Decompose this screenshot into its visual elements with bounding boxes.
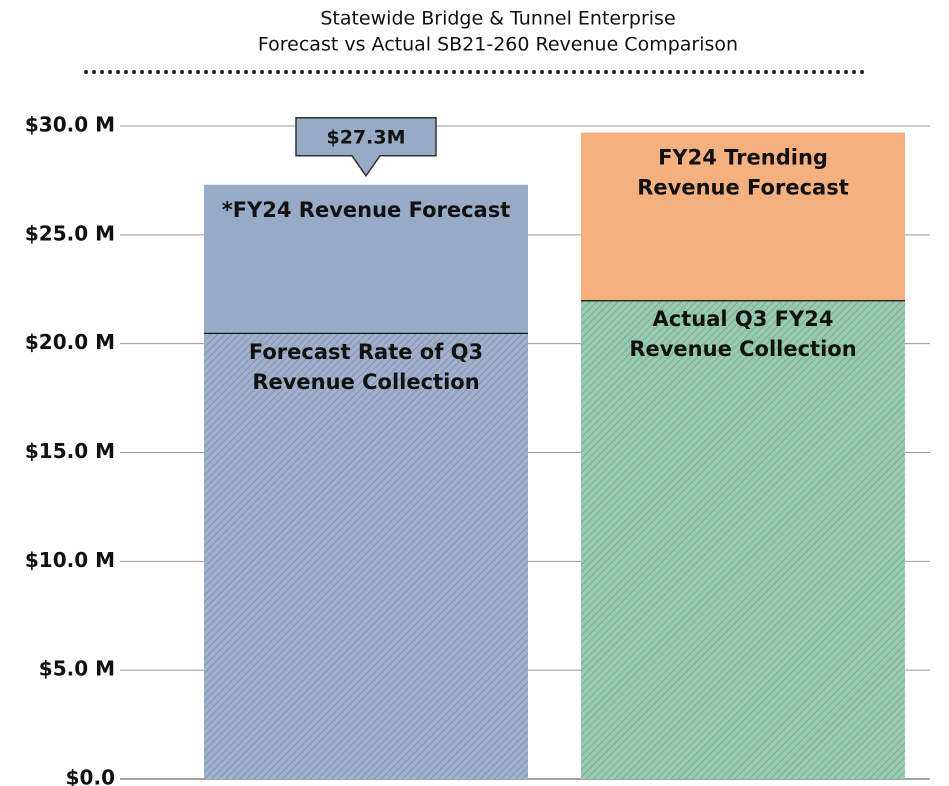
y-tick-label: $30.0 M xyxy=(25,113,115,137)
segment-label: Forecast Rate of Q3 xyxy=(249,340,483,364)
y-tick-label: $0.0 xyxy=(66,766,115,786)
segment-label: Revenue Collection xyxy=(252,370,479,394)
segment-label: FY24 Trending xyxy=(658,146,828,170)
y-tick-label: $20.0 M xyxy=(25,330,115,354)
chart-title: Forecast vs Actual SB21-260 Revenue Comp… xyxy=(258,34,738,56)
y-tick-label: $10.0 M xyxy=(25,548,115,572)
callout xyxy=(295,117,437,178)
segment-label: Revenue Collection xyxy=(629,337,856,361)
y-tick-label: $5.0 M xyxy=(39,657,115,681)
y-tick-label: $25.0 M xyxy=(25,221,115,245)
bar-segment xyxy=(581,132,905,301)
bar-segment xyxy=(204,184,528,333)
bar-segment xyxy=(204,332,528,779)
callout-label: $27.3M xyxy=(326,126,405,148)
segment-label: Actual Q3 FY24 xyxy=(653,307,834,331)
segment-label: *FY24 Revenue Forecast xyxy=(222,198,511,222)
chart-title: Statewide Bridge & Tunnel Enterprise xyxy=(320,8,675,30)
y-tick-label: $15.0 M xyxy=(25,439,115,463)
bar-segment xyxy=(581,300,905,779)
segment-label: Revenue Forecast xyxy=(637,176,848,200)
